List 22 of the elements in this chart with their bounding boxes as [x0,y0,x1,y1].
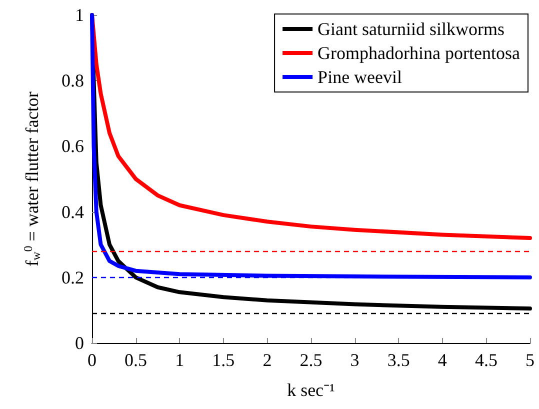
x-tick-label: 5 [526,350,534,370]
x-axis-title: k sec⁻¹ [287,380,335,400]
x-tick-label: 4.5 [474,350,498,370]
x-tick-label: 1 [175,350,184,370]
y-axis-title: fw0 = water flutter factor [21,92,43,266]
y-tick-label: 0 [75,333,84,353]
legend-label: Giant saturniid silkworms [318,19,505,39]
x-tick-label: 3 [350,350,360,370]
x-tick-label: 3.5 [387,350,410,370]
x-tick-label: 4 [438,350,447,370]
x-tick-label: 0 [88,350,96,370]
x-tick-label: 2.5 [300,350,322,370]
legend-label: Gromphadorhina portentosa [318,43,520,63]
x-tick-label: 2 [262,350,272,370]
y-tick-label: 1 [75,5,84,25]
y-tick-label: 0.6 [62,136,84,156]
y-tick-label: 0.4 [62,202,84,222]
x-tick-label: 1.5 [212,350,235,370]
y-tick-label: 0.8 [62,70,84,91]
x-tick-label: 0.5 [124,350,148,370]
y-tick-label: 0.2 [62,267,84,288]
legend-label: Pine weevil [318,67,402,87]
